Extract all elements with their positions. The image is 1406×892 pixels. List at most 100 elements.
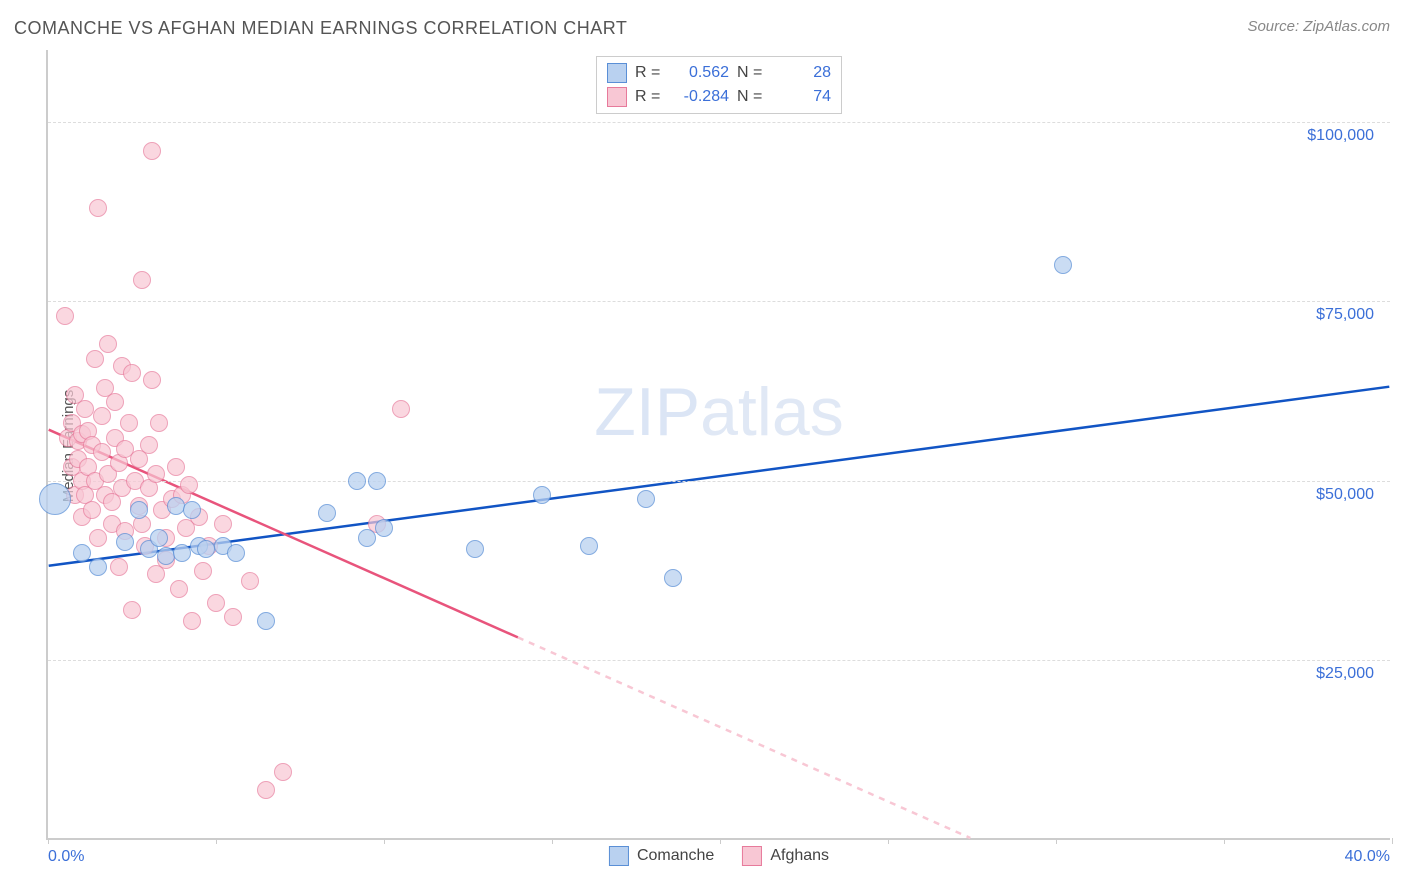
- x-tick-mark: [48, 838, 49, 844]
- afghans-point: [214, 515, 232, 533]
- trend-line: [518, 637, 970, 838]
- comanche-point: [257, 612, 275, 630]
- x-tick-mark: [552, 838, 553, 844]
- r-label: R =: [635, 85, 663, 109]
- afghans-point: [120, 414, 138, 432]
- x-tick-mark: [888, 838, 889, 844]
- afghans-point: [93, 443, 111, 461]
- n-value-afghans: 74: [773, 85, 831, 109]
- comanche-point: [130, 501, 148, 519]
- legend-row-comanche: R = 0.562 N = 28: [607, 61, 831, 85]
- afghans-point: [143, 142, 161, 160]
- x-tick-mark: [216, 838, 217, 844]
- afghans-point: [194, 562, 212, 580]
- y-tick-label: $25,000: [1316, 665, 1374, 683]
- comanche-point: [167, 497, 185, 515]
- r-label: R =: [635, 61, 663, 85]
- comanche-point: [183, 501, 201, 519]
- r-value-afghans: -0.284: [671, 85, 729, 109]
- comanche-point: [348, 472, 366, 490]
- legend-row-afghans: R = -0.284 N = 74: [607, 85, 831, 109]
- swatch-afghans: [607, 87, 627, 107]
- afghans-point: [89, 199, 107, 217]
- comanche-point: [580, 537, 598, 555]
- afghans-point: [167, 458, 185, 476]
- afghans-point: [150, 414, 168, 432]
- swatch-comanche: [609, 846, 629, 866]
- watermark-bold: ZIP: [594, 374, 700, 450]
- afghans-point: [180, 476, 198, 494]
- comanche-point: [73, 544, 91, 562]
- r-value-comanche: 0.562: [671, 61, 729, 85]
- legend-label-comanche: Comanche: [637, 847, 714, 865]
- y-tick-label: $75,000: [1316, 306, 1374, 324]
- x-axis-min-label: 0.0%: [48, 848, 84, 866]
- afghans-point: [241, 572, 259, 590]
- afghans-point: [99, 335, 117, 353]
- comanche-point: [368, 472, 386, 490]
- gridline: [48, 301, 1390, 302]
- afghans-point: [83, 501, 101, 519]
- afghans-point: [143, 371, 161, 389]
- x-tick-mark: [720, 838, 721, 844]
- afghans-point: [392, 400, 410, 418]
- gridline: [48, 660, 1390, 661]
- gridline: [48, 122, 1390, 123]
- comanche-point: [39, 483, 71, 515]
- afghans-point: [86, 350, 104, 368]
- afghans-point: [133, 271, 151, 289]
- legend-item-comanche: Comanche: [609, 846, 714, 866]
- afghans-point: [76, 400, 94, 418]
- y-tick-label: $100,000: [1307, 127, 1374, 145]
- afghans-point: [183, 612, 201, 630]
- y-tick-label: $50,000: [1316, 486, 1374, 504]
- source-attribution: Source: ZipAtlas.com: [1247, 18, 1390, 35]
- comanche-point: [1054, 256, 1072, 274]
- legend-statistics: R = 0.562 N = 28 R = -0.284 N = 74: [596, 56, 842, 114]
- comanche-point: [157, 547, 175, 565]
- afghans-point: [93, 407, 111, 425]
- x-tick-mark: [1392, 838, 1393, 844]
- afghans-point: [123, 601, 141, 619]
- afghans-point: [140, 436, 158, 454]
- n-label: N =: [737, 85, 765, 109]
- afghans-point: [147, 465, 165, 483]
- chart-title: COMANCHE VS AFGHAN MEDIAN EARNINGS CORRE…: [14, 18, 627, 39]
- x-tick-mark: [1224, 838, 1225, 844]
- comanche-point: [664, 569, 682, 587]
- afghans-point: [224, 608, 242, 626]
- comanche-point: [466, 540, 484, 558]
- gridline: [48, 481, 1390, 482]
- swatch-comanche: [607, 63, 627, 83]
- afghans-point: [110, 558, 128, 576]
- chart-container: COMANCHE VS AFGHAN MEDIAN EARNINGS CORRE…: [0, 0, 1406, 892]
- comanche-point: [637, 490, 655, 508]
- afghans-point: [123, 364, 141, 382]
- legend-label-afghans: Afghans: [770, 847, 829, 865]
- comanche-point: [197, 540, 215, 558]
- comanche-point: [533, 486, 551, 504]
- comanche-point: [150, 529, 168, 547]
- x-tick-mark: [384, 838, 385, 844]
- x-tick-mark: [1056, 838, 1057, 844]
- plot-area: ZIPatlas R = 0.562 N = 28 R = -0.284 N =…: [46, 50, 1390, 840]
- comanche-point: [173, 544, 191, 562]
- x-axis-max-label: 40.0%: [1345, 848, 1390, 866]
- swatch-afghans: [742, 846, 762, 866]
- n-label: N =: [737, 61, 765, 85]
- legend-item-afghans: Afghans: [742, 846, 829, 866]
- afghans-point: [274, 763, 292, 781]
- afghans-point: [170, 580, 188, 598]
- afghans-point: [106, 393, 124, 411]
- comanche-point: [375, 519, 393, 537]
- legend-series: Comanche Afghans: [609, 846, 829, 866]
- comanche-point: [89, 558, 107, 576]
- afghans-point: [207, 594, 225, 612]
- comanche-point: [358, 529, 376, 547]
- comanche-point: [318, 504, 336, 522]
- n-value-comanche: 28: [773, 61, 831, 85]
- afghans-point: [89, 529, 107, 547]
- afghans-point: [257, 781, 275, 799]
- afghans-point: [56, 307, 74, 325]
- comanche-point: [116, 533, 134, 551]
